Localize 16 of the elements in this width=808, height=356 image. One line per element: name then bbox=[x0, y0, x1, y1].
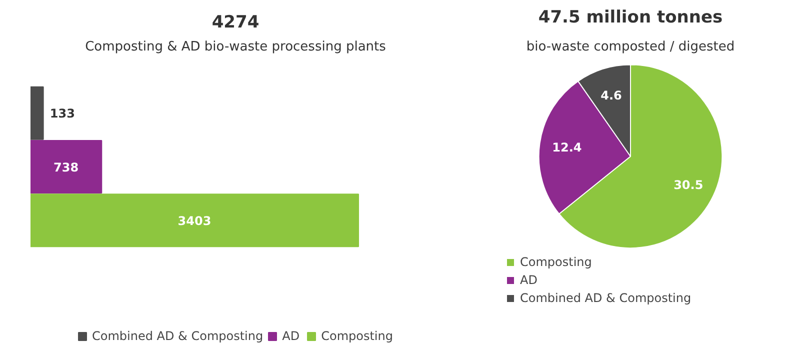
legend-label: Combined AD & Composting bbox=[92, 329, 264, 343]
chart-subtitle: Composting & AD bio-waste processing plants bbox=[85, 40, 386, 54]
legend-label: Combined AD & Composting bbox=[520, 291, 692, 305]
data-label: 4.6 bbox=[600, 88, 622, 102]
data-label: 12.4 bbox=[552, 140, 582, 155]
legend-label: Composting bbox=[520, 255, 592, 269]
legend-label: AD bbox=[282, 329, 301, 343]
chart-subtitle: bio-waste composted / digested bbox=[526, 40, 735, 54]
chart-title: 4274 bbox=[212, 12, 260, 32]
data-label: 133 bbox=[50, 106, 75, 121]
data-label: 738 bbox=[54, 160, 79, 174]
data-label: 30.5 bbox=[674, 178, 704, 192]
data-label: 3403 bbox=[178, 214, 212, 228]
legend-label: AD bbox=[520, 273, 538, 287]
legend-label: Composting bbox=[321, 329, 393, 343]
chart-title: 47.5 million tonnes bbox=[538, 8, 723, 28]
